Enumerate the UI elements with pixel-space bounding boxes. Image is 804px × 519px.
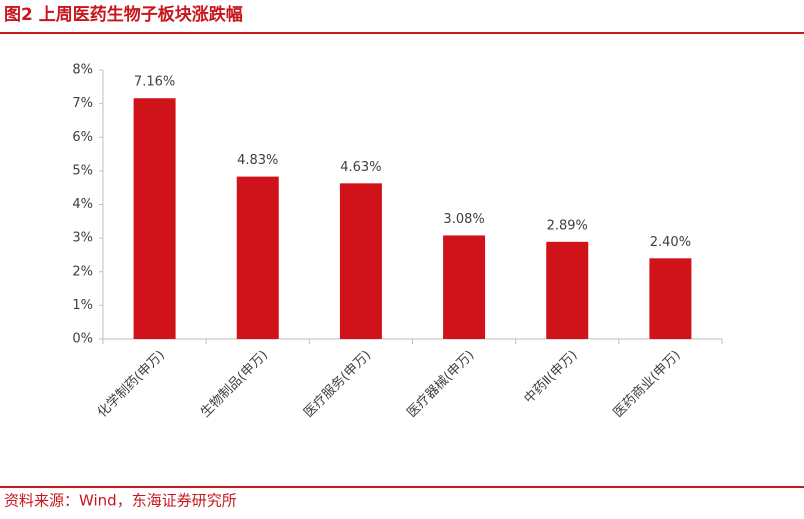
- x-tick-label: 医药商业(申万): [611, 348, 684, 421]
- y-tick-label: 2%: [72, 264, 93, 279]
- bar: [443, 235, 486, 339]
- bar: [546, 241, 589, 339]
- bar: [133, 98, 176, 340]
- y-tick-label: 7%: [72, 96, 93, 111]
- data-label: 3.08%: [443, 212, 484, 227]
- data-label: 7.16%: [134, 75, 175, 90]
- bar: [236, 176, 279, 339]
- y-tick-label: 3%: [72, 231, 93, 246]
- x-tick-label: 化学制药(申万): [94, 347, 168, 421]
- data-label: 2.40%: [650, 235, 691, 250]
- x-tick-label: 生物制品(申万): [198, 348, 271, 421]
- x-tick-label: 中药Ⅱ(申万): [521, 348, 580, 407]
- y-tick-label: 0%: [72, 332, 93, 347]
- data-label: 4.63%: [340, 160, 381, 175]
- x-tick-label: 医疗服务(申万): [301, 347, 375, 421]
- source: 资料来源：Wind，东海证券研究所: [4, 492, 237, 510]
- y-tick-label: 4%: [72, 197, 93, 212]
- data-label: 4.83%: [237, 153, 278, 168]
- y-tick-label: 8%: [72, 63, 93, 78]
- data-label: 2.89%: [547, 218, 588, 233]
- x-tick-label: 医疗器械(申万): [404, 348, 477, 421]
- y-tick-label: 1%: [72, 298, 93, 313]
- bar: [339, 183, 382, 339]
- y-tick-label: 6%: [72, 130, 93, 145]
- bar: [649, 258, 692, 339]
- y-tick-label: 5%: [72, 163, 93, 178]
- chart-title: 图2 上周医药生物子板块涨跌幅: [4, 4, 243, 25]
